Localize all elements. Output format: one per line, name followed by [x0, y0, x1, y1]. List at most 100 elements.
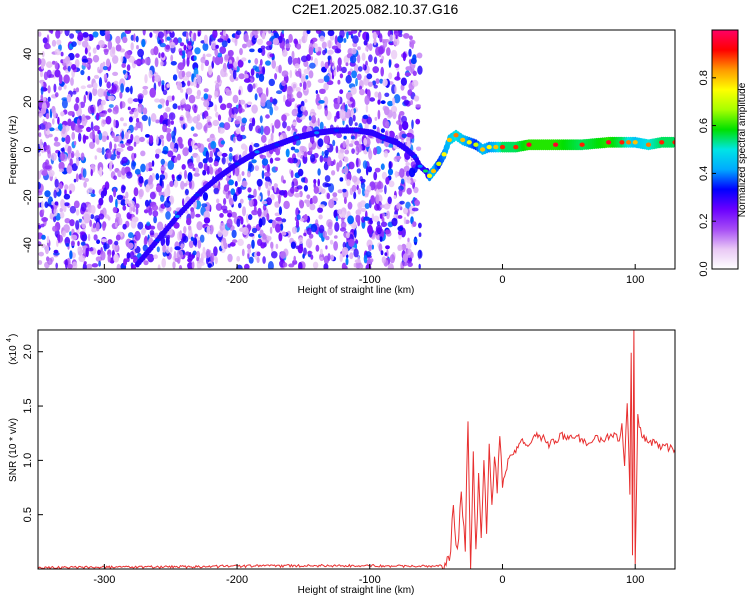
noise-speck	[149, 32, 153, 38]
noise-speck	[380, 204, 385, 208]
noise-speck	[217, 38, 224, 43]
ridge-point	[473, 142, 479, 147]
noise-speck	[192, 133, 198, 137]
noise-speck	[272, 38, 279, 46]
noise-speck	[302, 81, 307, 90]
noise-speck	[265, 45, 272, 51]
noise-speck	[106, 135, 110, 141]
noise-speck	[265, 87, 269, 97]
noise-speck	[144, 235, 148, 245]
noise-speck	[407, 262, 413, 267]
noise-speck	[322, 182, 330, 188]
noise-speck	[228, 49, 234, 57]
noise-speck	[42, 37, 48, 44]
noise-speck	[375, 194, 380, 204]
noise-speck	[137, 48, 145, 58]
noise-speck	[211, 40, 217, 50]
noise-speck	[89, 131, 96, 140]
noise-speck	[337, 215, 341, 220]
noise-speck	[63, 74, 70, 84]
noise-speck	[364, 95, 370, 105]
noise-speck	[247, 248, 251, 255]
noise-speck	[144, 199, 150, 207]
noise-speck	[139, 136, 145, 143]
noise-speck	[102, 61, 106, 67]
noise-speck	[345, 74, 352, 84]
noise-speck	[271, 59, 277, 69]
noise-speck	[80, 241, 86, 246]
noise-speck	[355, 209, 362, 216]
noise-speck	[207, 263, 212, 268]
noise-speck	[44, 201, 49, 208]
noise-speck	[160, 60, 164, 67]
noise-speck	[257, 48, 263, 53]
noise-speck	[203, 34, 208, 44]
noise-speck	[257, 195, 262, 201]
noise-speck	[176, 81, 183, 91]
noise-speck	[136, 117, 140, 123]
noise-speck	[122, 69, 127, 74]
noise-speck	[222, 208, 228, 214]
noise-speck	[94, 134, 99, 144]
noise-speck	[132, 256, 138, 261]
noise-speck	[285, 43, 291, 49]
noise-speck	[331, 170, 336, 176]
noise-speck	[247, 252, 250, 260]
noise-speck	[213, 187, 219, 194]
noise-speck	[186, 31, 189, 40]
noise-speck	[80, 152, 85, 161]
noise-speck	[154, 74, 161, 82]
noise-speck	[338, 160, 343, 168]
noise-speck	[196, 89, 201, 97]
ridge-point	[493, 144, 499, 150]
noise-speck	[151, 204, 159, 211]
noise-speck	[366, 73, 373, 80]
noise-speck	[356, 168, 362, 174]
noise-speck	[387, 196, 392, 205]
noise-speck	[338, 152, 345, 161]
noise-speck	[98, 213, 105, 220]
noise-speck	[237, 187, 242, 195]
noise-speck	[385, 245, 390, 250]
noise-speck	[259, 59, 263, 66]
colorbar-tick-label: 0.4	[698, 166, 710, 181]
noise-speck	[149, 225, 156, 230]
noise-speck	[100, 238, 108, 243]
noise-speck	[214, 90, 219, 97]
noise-speck	[78, 218, 83, 223]
ridge-point	[334, 128, 340, 132]
noise-speck	[53, 205, 58, 210]
noise-speck	[248, 214, 253, 221]
noise-speck	[232, 239, 238, 244]
noise-speck	[105, 149, 112, 159]
ridge-point	[174, 214, 180, 218]
noise-speck	[341, 262, 347, 269]
noise-speck	[214, 104, 218, 112]
noise-speck	[148, 135, 154, 144]
noise-speck	[156, 246, 160, 253]
noise-speck	[71, 64, 77, 70]
noise-speck	[120, 55, 124, 63]
noise-speck	[294, 193, 301, 198]
noise-speck	[137, 221, 144, 230]
noise-speck	[248, 233, 255, 237]
noise-speck	[346, 31, 349, 40]
noise-speck	[336, 65, 339, 73]
noise-speck	[256, 38, 264, 45]
noise-speck	[403, 207, 408, 215]
noise-speck	[375, 78, 380, 84]
noise-speck	[388, 161, 392, 170]
noise-speck	[319, 248, 323, 255]
noise-speck	[93, 125, 100, 132]
noise-speck	[209, 164, 213, 174]
noise-speck	[347, 215, 354, 225]
noise-speck	[397, 230, 403, 236]
noise-speck	[359, 88, 365, 96]
noise-speck	[417, 65, 423, 75]
noise-speck	[96, 239, 101, 244]
noise-speck	[273, 183, 278, 189]
noise-speck	[380, 128, 385, 133]
noise-speck	[182, 147, 189, 157]
noise-speck	[174, 156, 178, 163]
ridge-point	[436, 161, 442, 166]
